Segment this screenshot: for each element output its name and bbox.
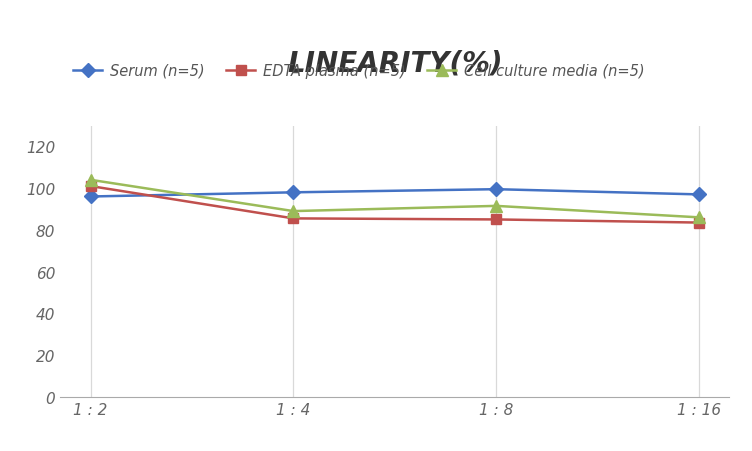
Cell culture media (n=5) xyxy=(695,215,704,221)
Line: Cell culture media (n=5): Cell culture media (n=5) xyxy=(85,175,705,223)
EDTA plasma (n=5) xyxy=(695,221,704,226)
Legend: Serum (n=5), EDTA plasma (n=5), Cell culture media (n=5): Serum (n=5), EDTA plasma (n=5), Cell cul… xyxy=(68,58,650,84)
Serum (n=5) xyxy=(492,187,501,193)
Cell culture media (n=5) xyxy=(86,178,95,183)
Serum (n=5) xyxy=(695,192,704,198)
Title: LINEARITY(%): LINEARITY(%) xyxy=(287,49,502,77)
EDTA plasma (n=5) xyxy=(86,184,95,189)
EDTA plasma (n=5) xyxy=(289,216,298,221)
Line: EDTA plasma (n=5): EDTA plasma (n=5) xyxy=(86,182,704,228)
Cell culture media (n=5) xyxy=(289,209,298,214)
Serum (n=5) xyxy=(86,194,95,200)
EDTA plasma (n=5) xyxy=(492,217,501,223)
Line: Serum (n=5): Serum (n=5) xyxy=(86,185,704,202)
Cell culture media (n=5) xyxy=(492,204,501,209)
Serum (n=5) xyxy=(289,190,298,196)
